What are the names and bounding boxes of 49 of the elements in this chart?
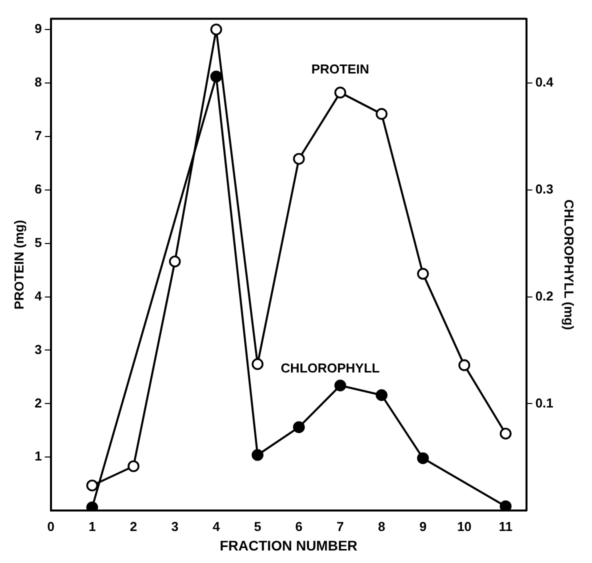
point: [86, 501, 98, 511]
x-tick-label: 4: [212, 518, 221, 534]
point: [168, 256, 181, 268]
y2-tick-label: 0.4: [535, 74, 554, 90]
x-tick-label: 9: [419, 518, 427, 534]
y-tick-label: 6: [34, 181, 42, 196]
x-tick-label: 8: [378, 518, 386, 534]
x-tick-label: 7: [336, 518, 344, 534]
y2-axis-title: CHLOROPHYLL (mg): [562, 199, 577, 330]
y-axis-title: PROTEIN (mg): [11, 220, 26, 310]
point: [210, 70, 222, 82]
point: [293, 421, 305, 434]
y-tick-label: 7: [34, 128, 42, 143]
point: [500, 500, 512, 511]
point: [376, 108, 388, 120]
x-tick-label: 0: [47, 518, 54, 534]
point: [334, 86, 346, 98]
point: [252, 358, 264, 370]
y-tick-label: 4: [34, 288, 43, 304]
point: [334, 380, 346, 392]
x-tick-label: 11: [498, 518, 513, 534]
y-tick-label: 2: [34, 395, 42, 410]
point: [252, 449, 264, 461]
point: [500, 428, 512, 440]
y-tick-label: 8: [34, 74, 42, 90]
point: [417, 268, 429, 280]
x-tick-label: 10: [457, 518, 472, 534]
y-tick-label: 5: [34, 234, 42, 250]
y-tick-label: 3: [34, 342, 42, 357]
x-tick-label: 3: [171, 518, 178, 534]
x-tick-label: 5: [254, 518, 262, 534]
x-tick-label: 1: [88, 518, 96, 534]
point: [210, 24, 222, 36]
y-tick-label: 1: [34, 448, 42, 464]
x-tick-label: 2: [130, 518, 138, 534]
point: [417, 452, 429, 464]
point: [86, 480, 98, 492]
series-label: PROTEIN: [311, 62, 370, 77]
point: [293, 152, 305, 165]
x-tick-label: 6: [295, 518, 303, 534]
y2-tick-label: 0.3: [535, 181, 554, 196]
series-label: CHLOROPHYLL: [280, 360, 380, 376]
y2-tick-label: 0.1: [535, 395, 554, 410]
point: [458, 359, 470, 372]
y2-tick-label: 0.2: [535, 288, 554, 304]
point: [376, 389, 388, 402]
point: [128, 460, 140, 472]
x-axis-title: FRACTION NUMBER: [220, 537, 358, 554]
y-tick-label: 9: [34, 21, 42, 36]
